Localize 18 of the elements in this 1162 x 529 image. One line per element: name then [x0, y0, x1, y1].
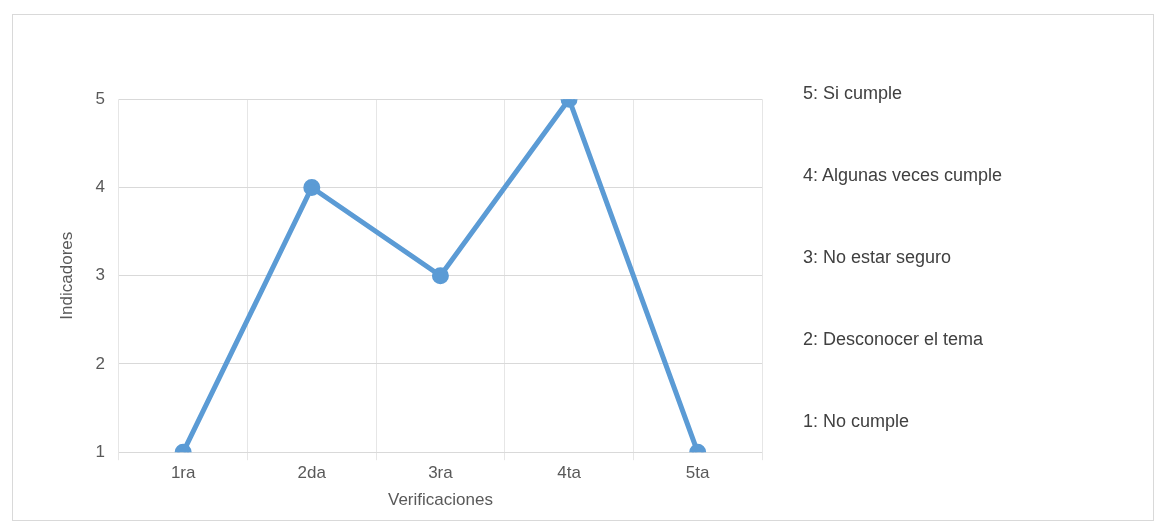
point — [431, 267, 449, 285]
text: 4: Algunas veces cumple — [803, 165, 1003, 186]
y-axis-title: Indicadores — [56, 231, 76, 320]
y-tick-label: 2 — [95, 353, 105, 373]
x-tick-label: 3ra — [428, 463, 454, 483]
y-tick-label: 3 — [95, 265, 105, 285]
text: 3: No estar seguro — [803, 247, 952, 268]
y-tick-label: 4 — [95, 177, 105, 197]
x-tick-label: 2da — [297, 463, 327, 483]
x-axis-title: Verificaciones — [387, 490, 493, 510]
x-tick-label: 1ra — [170, 463, 196, 483]
y-tick-label: 1 — [95, 441, 105, 461]
text: 1: No cumple — [803, 411, 910, 432]
text: 5: Si cumple — [803, 83, 903, 104]
x-tick-label: 5ta — [685, 463, 711, 483]
text: 2: Desconocer el tema — [803, 329, 984, 350]
y-tick-label: 5 — [95, 88, 105, 108]
x-tick-label: 4ta — [557, 463, 582, 483]
